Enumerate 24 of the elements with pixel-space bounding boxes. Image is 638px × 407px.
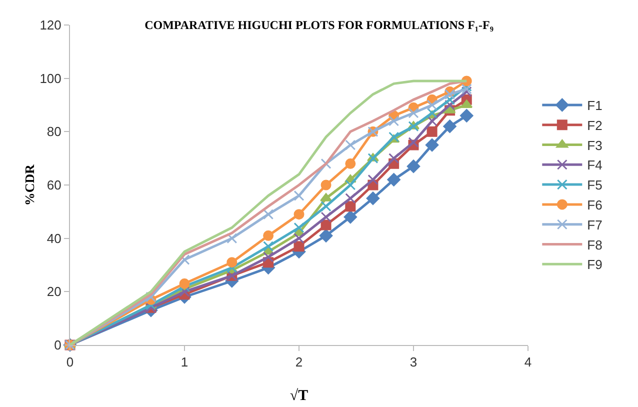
x-tick-label: 1: [180, 354, 188, 370]
legend-label: F2: [587, 118, 602, 133]
x-tick-label: 2: [295, 354, 303, 370]
chart-title: COMPARATIVE HIGUCHI PLOTS FOR FORMULATIONS F₁-F₉: [144, 18, 494, 32]
legend-label: F7: [587, 217, 602, 232]
legend-label: F4: [587, 158, 602, 173]
y-tick-label: 120: [40, 18, 62, 33]
legend-label: F3: [587, 138, 602, 153]
y-tick-label: 40: [46, 230, 62, 246]
y-tick-label: 100: [40, 70, 62, 86]
y-tick-label: 0: [54, 338, 62, 353]
legend-label: F6: [587, 198, 602, 213]
legend-label: F5: [587, 178, 602, 193]
y-tick-label: 20: [46, 284, 62, 300]
legend-label: F8: [587, 237, 602, 252]
x-tick-label: 3: [410, 354, 418, 370]
legend-label: F9: [587, 257, 602, 272]
x-tick-label: 4: [524, 354, 532, 370]
y-tick-label: 60: [46, 178, 62, 193]
legend-label: F1: [587, 98, 602, 114]
y-axis-title: %CDR: [22, 164, 37, 206]
x-tick-label: 0: [66, 354, 74, 370]
x-axis-title: √T: [290, 388, 308, 404]
y-tick-label: 80: [46, 124, 62, 140]
